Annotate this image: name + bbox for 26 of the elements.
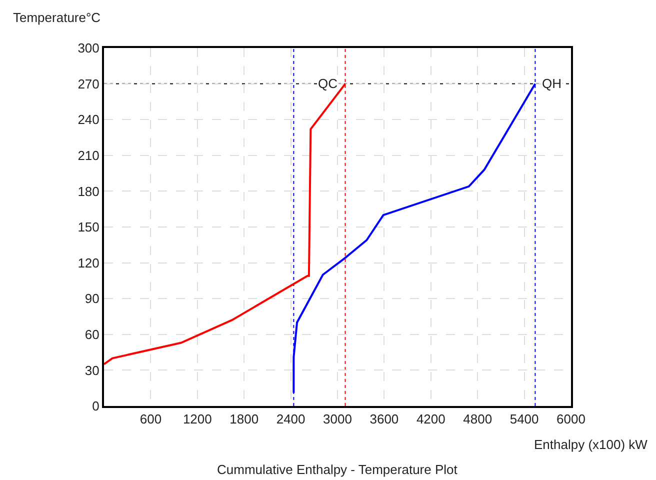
- x-tick-label: 1800: [230, 412, 259, 427]
- y-tick-label: 90: [84, 291, 100, 306]
- y-tick-label: 150: [78, 220, 100, 235]
- x-tick-label: 4800: [463, 412, 492, 427]
- x-tick-label: 3000: [323, 412, 352, 427]
- text: Cummulative Enthalpy - Temperature Plot: [217, 462, 458, 477]
- x-tick-label: 1200: [182, 412, 212, 427]
- x-tick-label: 600: [140, 412, 162, 427]
- y-tick-label: 240: [78, 112, 100, 128]
- y-tick-label: 300: [78, 40, 100, 56]
- y-tick-label: 120: [78, 255, 100, 270]
- x-tick-label: 4200: [416, 412, 446, 427]
- y-tick-label: 60: [84, 326, 100, 342]
- y-tick-label: 270: [78, 76, 100, 92]
- x-axis-title: Enthalpy (x100) kW: [534, 437, 648, 452]
- y-tick-label: 0: [92, 398, 100, 414]
- y-axis-title: Temperature°C: [13, 10, 101, 25]
- x-tick-label: 3600: [370, 412, 399, 427]
- x-tick-label: 2400: [276, 412, 306, 427]
- x-tick-label: 6000: [556, 412, 586, 427]
- y-tick-label: 30: [84, 362, 100, 378]
- y-tick-label: 180: [78, 184, 100, 199]
- y-tick-label: 210: [78, 148, 100, 163]
- annotation: QC: [318, 76, 338, 91]
- annotation: QH: [542, 76, 562, 91]
- x-tick-label: 5400: [510, 412, 539, 427]
